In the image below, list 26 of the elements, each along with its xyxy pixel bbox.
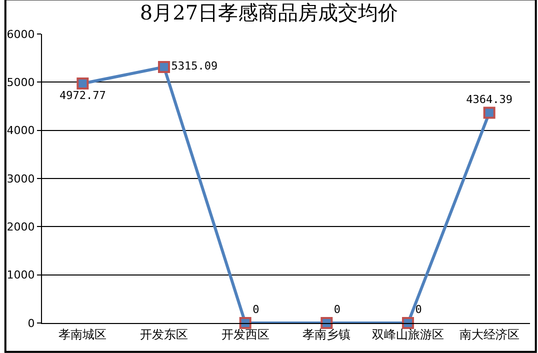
data-label: 4972.77 — [59, 88, 106, 102]
x-tick-label: 孝南城区 — [58, 327, 107, 342]
y-tick-label: 4000 — [6, 124, 35, 138]
point — [76, 77, 89, 90]
y-tick-label: 0 — [28, 316, 35, 330]
data-label: 0 — [334, 303, 341, 316]
data-label: 0 — [415, 303, 422, 316]
point — [239, 317, 252, 329]
y-tick-label: 1000 — [6, 268, 35, 282]
data-label: 4364.39 — [466, 92, 513, 106]
y-tick-label: 3000 — [6, 172, 35, 186]
point — [158, 60, 170, 73]
x-tick-label: 开发东区 — [140, 327, 188, 342]
x-tick-label: 孝南乡镇 — [302, 327, 351, 342]
point — [483, 106, 496, 119]
data-label: 5315.09 — [171, 60, 218, 73]
y-tick-label: 5000 — [6, 76, 35, 90]
point — [320, 317, 333, 329]
x-tick-label: 双峰山旅游区 — [372, 327, 444, 342]
point — [402, 317, 414, 329]
chart-title: 8月27日孝感商品房成交均价 — [140, 0, 398, 24]
x-tick-label: 开发西区 — [221, 327, 270, 342]
x-tick-label: 南大经济区 — [459, 327, 520, 342]
data-label: 0 — [252, 303, 260, 316]
y-tick-label: 6000 — [6, 28, 35, 41]
y-tick-label: 2000 — [6, 220, 35, 234]
